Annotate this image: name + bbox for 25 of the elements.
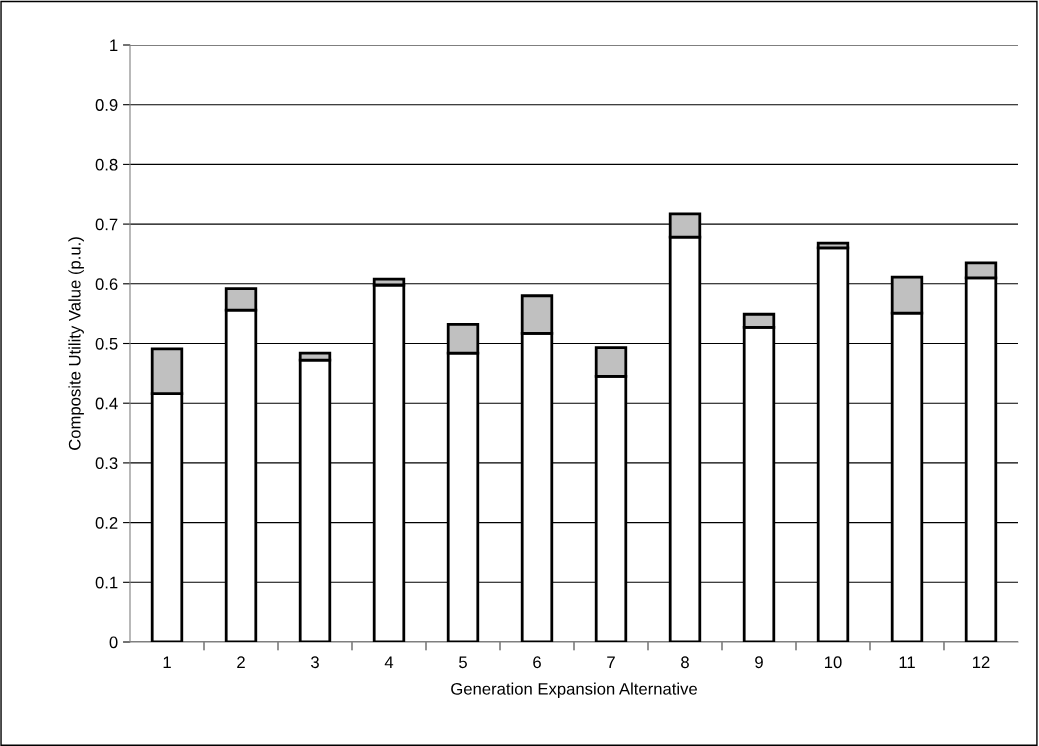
y-tick-label: 0.6 [95,278,118,290]
y-tick-label: 0.5 [95,337,118,350]
x-tick-label: 12 [973,656,990,668]
y-tick-label: 0.1 [95,576,118,589]
x-tick-label: 4 [384,656,394,668]
y-tick-label: 0.2 [95,517,118,529]
y-tick-label: 0.8 [95,158,118,171]
x-tick-label: 1 [163,656,171,668]
x-tick-label: 11 [899,656,915,668]
x-tick-label: 5 [459,656,467,669]
x-axis-title: Generation Expansion Alternative [451,682,697,699]
x-tick-label: 7 [607,656,615,668]
y-axis-title: Composite Utility Value (p.u.) [68,237,84,450]
y-tick-label: 0.4 [95,397,118,410]
y-tick-label: 0 [109,636,118,649]
x-tick-label: 6 [533,656,541,669]
y-tick-label: 0.3 [95,457,118,470]
x-tick-label: 2 [237,656,245,668]
y-tick-label: 0.9 [95,99,118,111]
y-tick-label: 1 [110,39,118,52]
x-tick-label: 9 [755,656,763,669]
y-tick-label: 0.7 [95,218,118,231]
x-tick-label: 3 [311,656,319,669]
x-tick-label: 10 [825,656,842,669]
x-tick-label: 8 [681,656,689,669]
